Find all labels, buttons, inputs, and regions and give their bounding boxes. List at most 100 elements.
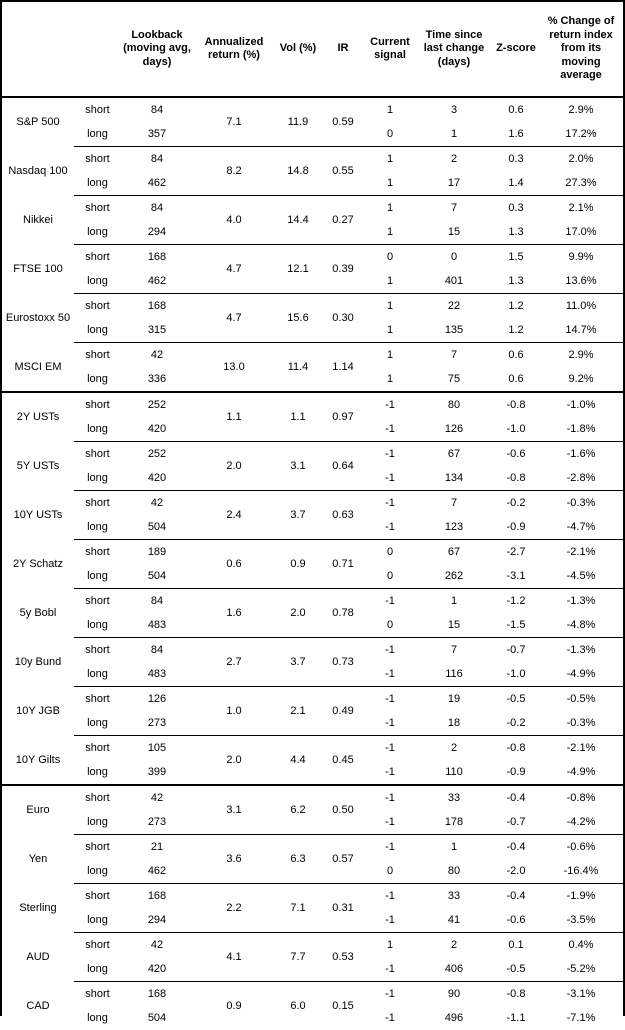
pct-change-cell: -1.9% [539,884,623,909]
lookback-cell: 42 [121,933,193,958]
pct-change-cell: 14.7% [539,318,623,343]
pct-change-cell: -1.8% [539,417,623,442]
ir-cell: 0.53 [321,933,365,982]
current-signal-cell: -1 [365,515,415,540]
current-signal-cell: 0 [365,859,415,884]
current-signal-cell: 1 [365,220,415,245]
current-signal-cell: -1 [365,638,415,663]
current-signal-cell: -1 [365,957,415,982]
pct-change-cell: 27.3% [539,171,623,196]
current-signal-cell: -1 [365,908,415,933]
lookback-cell: 504 [121,1006,193,1030]
pct-change-cell: -4.5% [539,564,623,589]
pct-change-cell: -2.1% [539,540,623,565]
time-since-change-cell: 67 [415,442,493,467]
lookback-cell: 336 [121,367,193,392]
lookback-cell: 273 [121,810,193,835]
pct-change-cell: -7.1% [539,1006,623,1030]
leg-cell: long [74,613,121,638]
leg-cell: short [74,442,121,467]
pct-change-cell: -0.3% [539,711,623,736]
time-since-change-cell: 7 [415,343,493,368]
ir-cell: 0.30 [321,294,365,343]
lookback-cell: 462 [121,859,193,884]
vol-cell: 3.7 [275,638,321,687]
header-annualized-return: Annualized return (%) [193,2,275,97]
asset-name-cell: Eurostoxx 50 [2,294,74,343]
annualized-return-cell: 4.7 [193,294,275,343]
current-signal-cell: 1 [365,269,415,294]
lookback-cell: 315 [121,318,193,343]
annualized-return-cell: 1.6 [193,589,275,638]
lookback-cell: 294 [121,220,193,245]
ir-cell: 1.14 [321,343,365,393]
time-since-change-cell: 123 [415,515,493,540]
vol-cell: 6.3 [275,835,321,884]
leg-cell: long [74,1006,121,1030]
zscore-cell: 1.2 [493,318,539,343]
time-since-change-cell: 3 [415,97,493,122]
lookback-cell: 252 [121,392,193,417]
vol-cell: 0.9 [275,540,321,589]
leg-cell: short [74,343,121,368]
asset-name-cell: FTSE 100 [2,245,74,294]
time-since-change-cell: 33 [415,785,493,810]
time-since-change-cell: 2 [415,147,493,172]
ir-cell: 0.39 [321,245,365,294]
current-signal-cell: 1 [365,97,415,122]
leg-cell: long [74,957,121,982]
lookback-cell: 84 [121,196,193,221]
leg-cell: long [74,711,121,736]
leg-cell: long [74,171,121,196]
lookback-cell: 504 [121,515,193,540]
pct-change-cell: 17.0% [539,220,623,245]
lookback-cell: 84 [121,97,193,122]
annualized-return-cell: 0.9 [193,982,275,1030]
asset-name-cell: 5y Bobl [2,589,74,638]
leg-cell: long [74,908,121,933]
zscore-cell: -0.9 [493,760,539,785]
leg-cell: short [74,736,121,761]
header-leg-blank [74,2,121,97]
time-since-change-cell: 1 [415,122,493,147]
leg-cell: short [74,835,121,860]
zscore-cell: 0.1 [493,933,539,958]
annualized-return-cell: 3.6 [193,835,275,884]
zscore-cell: 0.3 [493,147,539,172]
vol-cell: 6.0 [275,982,321,1030]
asset-name-cell: Sterling [2,884,74,933]
current-signal-cell: -1 [365,491,415,516]
time-since-change-cell: 15 [415,220,493,245]
lookback-cell: 357 [121,122,193,147]
zscore-cell: -0.5 [493,687,539,712]
current-signal-cell: -1 [365,785,415,810]
zscore-cell: 1.5 [493,245,539,270]
current-signal-cell: 0 [365,122,415,147]
pct-change-cell: -4.7% [539,515,623,540]
zscore-cell: -0.8 [493,392,539,417]
leg-cell: short [74,491,121,516]
annualized-return-cell: 4.0 [193,196,275,245]
zscore-cell: -0.8 [493,736,539,761]
pct-change-cell: 2.1% [539,196,623,221]
time-since-change-cell: 90 [415,982,493,1007]
time-since-change-cell: 135 [415,318,493,343]
vol-cell: 1.1 [275,392,321,442]
lookback-cell: 168 [121,982,193,1007]
leg-cell: long [74,269,121,294]
ir-cell: 0.27 [321,196,365,245]
current-signal-cell: 1 [365,196,415,221]
current-signal-cell: 0 [365,245,415,270]
time-since-change-cell: 41 [415,908,493,933]
